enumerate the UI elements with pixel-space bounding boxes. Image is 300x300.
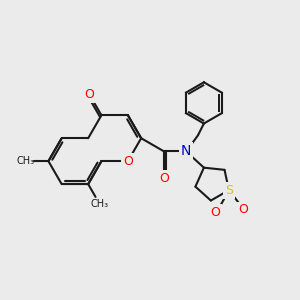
Text: N: N <box>181 145 191 158</box>
Text: O: O <box>123 155 133 168</box>
Text: O: O <box>211 206 220 219</box>
Text: CH₃: CH₃ <box>91 199 109 209</box>
Text: O: O <box>85 88 94 101</box>
Text: CH₃: CH₃ <box>16 156 34 166</box>
Text: O: O <box>159 172 169 185</box>
Text: S: S <box>225 184 233 197</box>
Text: O: O <box>238 203 248 216</box>
